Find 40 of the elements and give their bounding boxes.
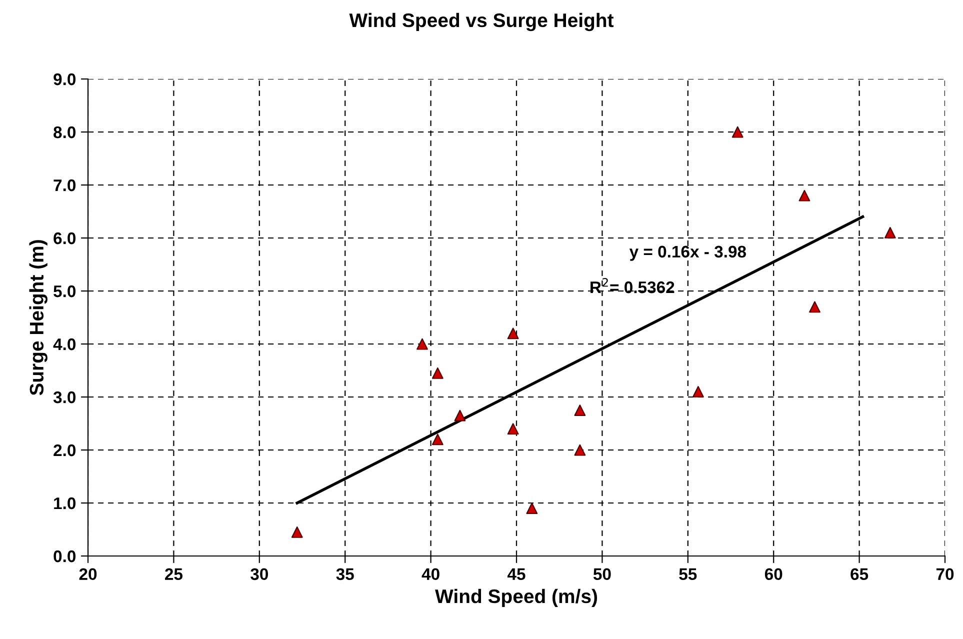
chart-title: Wind Speed vs Surge Height [349, 12, 614, 32]
x-tick-label: 65 [850, 568, 868, 580]
x-tick-label: 30 [250, 568, 268, 580]
y-tick-label: 5.0 [54, 285, 76, 298]
x-tick-label: 25 [165, 568, 183, 580]
y-tick-label: 4.0 [53, 338, 76, 350]
point [432, 367, 444, 379]
y-tick-label: 1.0 [54, 497, 76, 510]
x-tick-label: 55 [679, 568, 697, 580]
y-tick-label: 3.0 [53, 391, 76, 404]
y-tick-label: 0.0 [54, 550, 76, 562]
x-tick-label: 45 [507, 568, 526, 580]
point [884, 226, 896, 238]
x-tick-label: 70 [936, 568, 954, 580]
y-tick-label: 8.0 [54, 126, 76, 138]
y-tick-label: 7.0 [54, 179, 76, 192]
point [574, 404, 586, 416]
x-tick-label: 60 [764, 568, 782, 580]
y-tick-label: 6.0 [54, 232, 76, 244]
point [432, 434, 444, 446]
y-axis-title: Surge Height (m) [29, 240, 48, 396]
annotation: y = 0.16x - 3.98 [629, 246, 746, 261]
x-tick-label: 50 [593, 568, 611, 580]
x-tick-label: 35 [336, 568, 354, 580]
point [692, 386, 704, 398]
x-axis-title: Wind Speed (m/s) [435, 588, 598, 608]
point [416, 338, 428, 350]
y-tick-label: 9.0 [54, 73, 76, 86]
point [798, 190, 810, 202]
x-tick-label: 40 [422, 568, 440, 580]
x-tick-label: 20 [79, 568, 97, 580]
point [291, 526, 303, 538]
point [507, 423, 519, 435]
point [454, 410, 466, 422]
point [732, 126, 744, 138]
y-tick-label: 2.0 [54, 444, 76, 456]
point [507, 328, 519, 340]
point [574, 444, 586, 456]
point [809, 301, 820, 313]
point [526, 502, 538, 514]
